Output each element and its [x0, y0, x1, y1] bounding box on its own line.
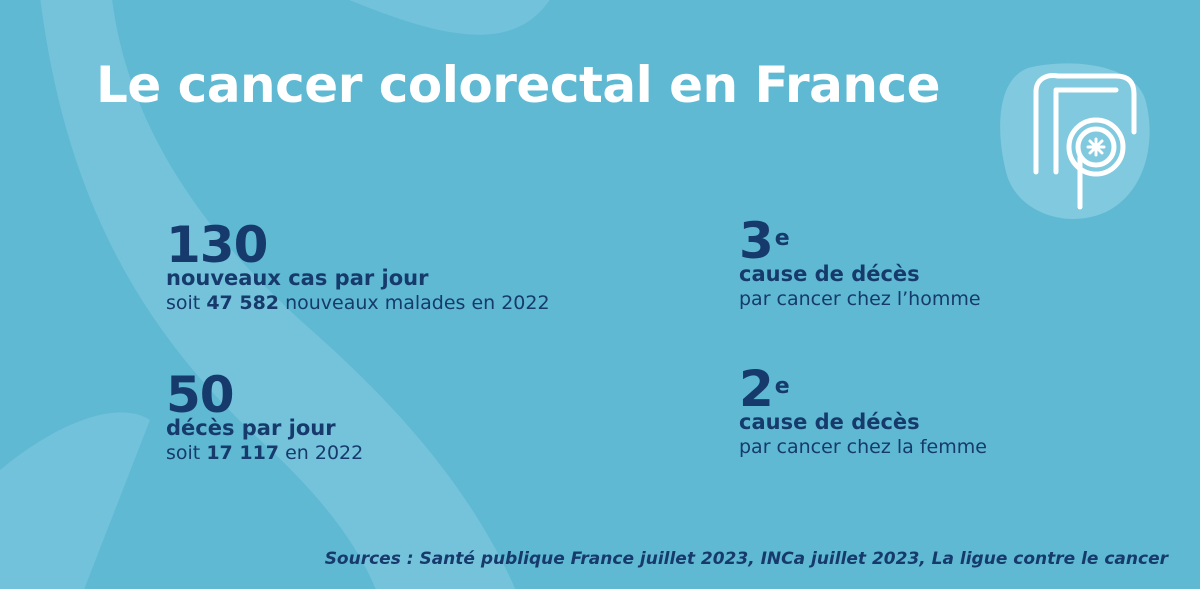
- new-cases-value: 130: [166, 216, 268, 274]
- new-cases-label: nouveaux cas par jour: [166, 266, 429, 290]
- men-rank-value: 3e: [739, 216, 981, 266]
- women-rank-number: 2: [739, 360, 774, 418]
- new-cases-figure: 47 582: [206, 292, 280, 314]
- new-cases-detail: soit 47 582 nouveaux malades en 2022: [166, 290, 550, 316]
- stat-women-rank: 2e cause de décès par cancer chez la fem…: [739, 364, 987, 460]
- stat-new-cases: 130 nouveaux cas par jour soit 47 582 no…: [166, 220, 550, 316]
- deaths-detail: soit 17 117 en 2022: [166, 440, 363, 466]
- women-rank-detail: par cancer chez la femme: [739, 436, 987, 458]
- deaths-prefix: soit: [166, 442, 201, 464]
- women-rank-superscript: e: [774, 374, 790, 399]
- colon-icon: [1000, 63, 1150, 219]
- deaths-suffix: en 2022: [285, 442, 364, 464]
- women-rank-value: 2e: [739, 364, 987, 414]
- men-rank-label: cause de décès: [739, 262, 920, 286]
- deaths-figure: 17 117: [206, 442, 280, 464]
- men-rank-number: 3: [739, 212, 774, 270]
- deaths-value: 50: [166, 366, 235, 424]
- page-title: Le cancer colorectal en France: [96, 56, 941, 114]
- men-rank-detail: par cancer chez l’homme: [739, 288, 981, 310]
- new-cases-prefix: soit: [166, 292, 201, 314]
- stat-deaths: 50 décès par jour soit 17 117 en 2022: [166, 370, 363, 466]
- deaths-label: décès par jour: [166, 416, 336, 440]
- stat-men-rank: 3e cause de décès par cancer chez l’homm…: [739, 216, 981, 312]
- men-rank-superscript: e: [774, 226, 790, 251]
- new-cases-suffix: nouveaux malades en 2022: [285, 292, 550, 314]
- sources-note: Sources : Santé publique France juillet …: [324, 549, 1168, 569]
- women-rank-label: cause de décès: [739, 410, 920, 434]
